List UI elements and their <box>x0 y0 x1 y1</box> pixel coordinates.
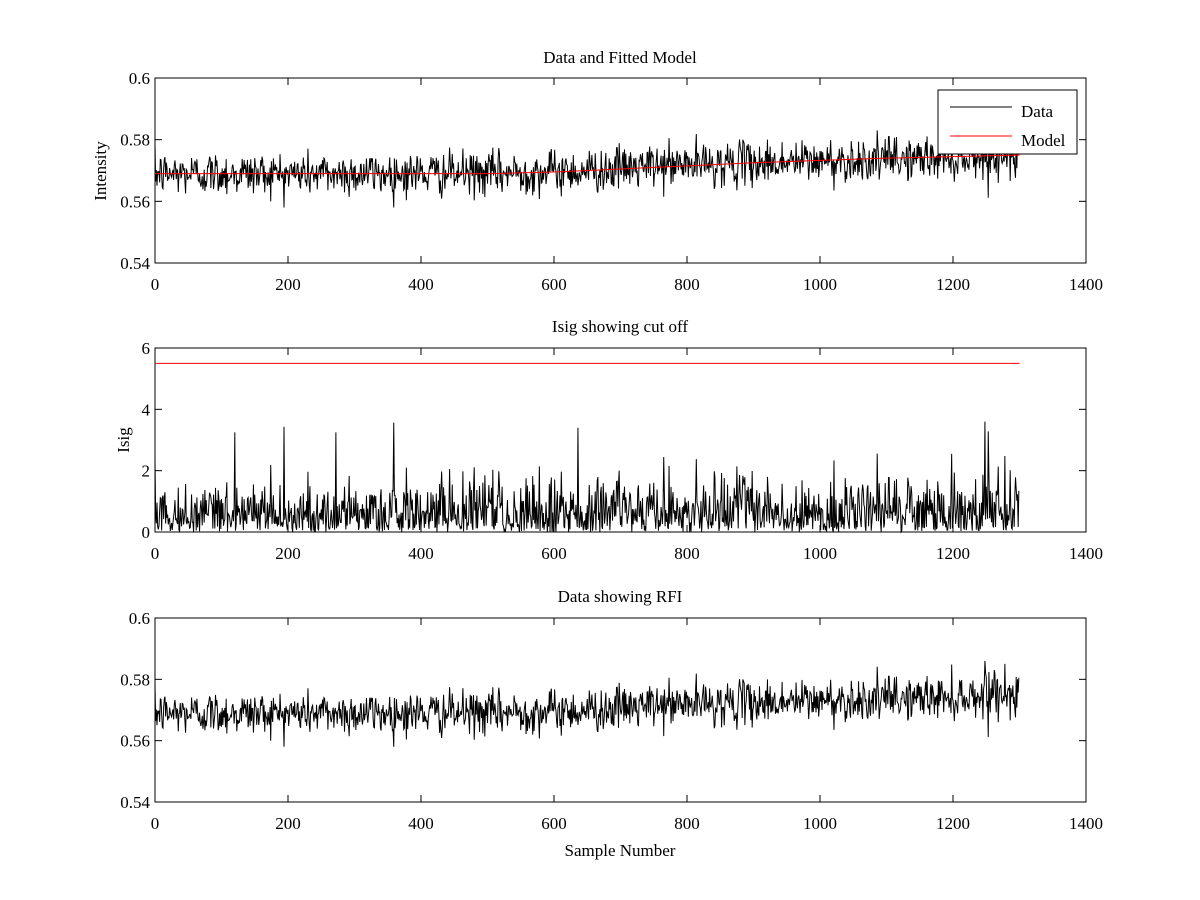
y-tick-label: 0.54 <box>120 793 150 812</box>
axis-ticks <box>154 617 1087 803</box>
x-tick-label: 400 <box>408 814 434 833</box>
series-data-line <box>154 421 1020 534</box>
series-group <box>154 660 1020 747</box>
panel-isig-cut-off: Isig showing cut off Isig 0 200 400 600 800 1… <box>114 317 1103 563</box>
y-tick-label: 2 <box>142 462 151 481</box>
series-data-line <box>154 660 1020 747</box>
x-tick-label: 0 <box>151 814 160 833</box>
legend-box <box>937 89 1078 155</box>
x-tick-label: 400 <box>408 544 434 563</box>
x-tick-label: 1200 <box>936 544 970 563</box>
chart-title: Isig showing cut off <box>552 317 688 336</box>
axis-ticks <box>154 77 1087 264</box>
y-tick-label: 0.54 <box>120 254 150 273</box>
x-tick-label: 600 <box>541 275 567 294</box>
x-tick-label: 600 <box>541 544 567 563</box>
y-tick-label: 6 <box>142 339 151 358</box>
y-tick-label: 0.56 <box>120 732 150 751</box>
x-tick-label: 1000 <box>803 275 837 294</box>
series-group <box>154 362 1020 534</box>
x-tick-label: 1000 <box>803 544 837 563</box>
y-axis-label: Intensity <box>91 141 110 201</box>
series-model-line <box>155 154 1020 175</box>
x-tick-label: 200 <box>275 544 301 563</box>
x-axis-label: Sample Number <box>565 841 676 860</box>
panel-data-showing-rfi: Data showing RFI Sample Number 0 200 400 60… <box>120 587 1103 860</box>
x-tick-label: 1400 <box>1069 275 1103 294</box>
y-tick-label: 0.6 <box>129 609 150 628</box>
x-tick-label: 600 <box>541 814 567 833</box>
x-tick-label: 1000 <box>803 814 837 833</box>
tick-labels: 0 200 400 600 800 1000 1200 1400 0.54 0.56 0.58 0.6 <box>120 609 1103 833</box>
x-tick-label: 800 <box>674 275 700 294</box>
panel-data-and-fitted-model: Data and Fitted Model Intensity 0 200 400 6… <box>91 48 1103 294</box>
tick-labels: 0 200 400 600 800 1000 1200 1400 0.54 0.56 0.58 0.6 <box>120 69 1103 294</box>
x-tick-label: 200 <box>275 275 301 294</box>
x-tick-label: 0 <box>151 275 160 294</box>
tick-labels: 0 200 400 600 800 1000 1200 1400 0 2 4 6 <box>142 339 1104 563</box>
legend: Data Model <box>937 89 1078 155</box>
y-tick-label: 0.6 <box>129 69 150 88</box>
y-tick-label: 0.56 <box>120 192 150 211</box>
y-tick-label: 0.58 <box>120 131 150 150</box>
y-tick-label: 0.58 <box>120 670 150 689</box>
x-tick-label: 1400 <box>1069 544 1103 563</box>
y-tick-label: 0 <box>142 523 151 542</box>
y-tick-label: 4 <box>142 400 151 419</box>
series-data-line <box>154 130 1020 208</box>
series-group <box>154 130 1020 208</box>
x-tick-label: 200 <box>275 814 301 833</box>
y-axis-label: Isig <box>114 427 133 453</box>
chart-title: Data showing RFI <box>558 587 683 606</box>
x-tick-label: 0 <box>151 544 160 563</box>
axis-ticks <box>154 347 1087 533</box>
x-tick-label: 1200 <box>936 814 970 833</box>
x-tick-label: 1400 <box>1069 814 1103 833</box>
x-tick-label: 800 <box>674 814 700 833</box>
x-tick-label: 800 <box>674 544 700 563</box>
x-tick-label: 400 <box>408 275 434 294</box>
x-tick-label: 1200 <box>936 275 970 294</box>
legend-entry-data: Data <box>1021 102 1054 121</box>
legend-entry-model: Model <box>1021 131 1066 150</box>
chart-title: Data and Fitted Model <box>543 48 697 67</box>
